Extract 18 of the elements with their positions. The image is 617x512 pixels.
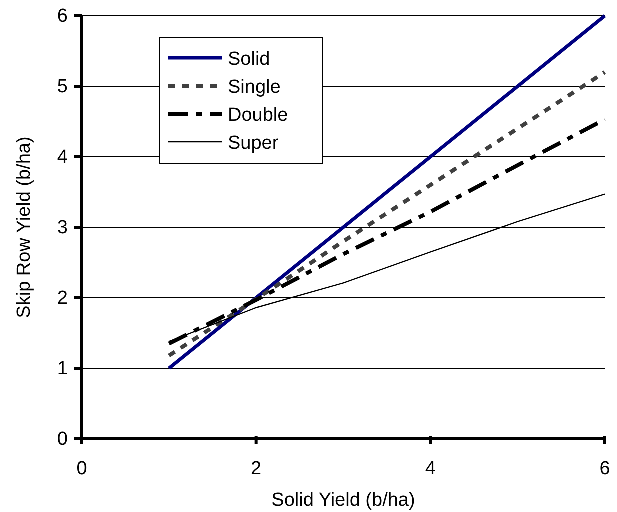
y-tick-label: 6 — [57, 6, 68, 28]
x-tick-label: 6 — [600, 458, 610, 480]
x-tick-label: 0 — [76, 458, 88, 480]
y-tick-label: 0 — [57, 429, 68, 450]
y-tick-label: 1 — [57, 358, 68, 380]
y-axis-title: Skip Row Yield (b/ha) — [14, 136, 35, 318]
x-tick-label: 2 — [251, 458, 262, 480]
legend-label: Double — [228, 105, 288, 126]
legend-label: Single — [228, 77, 281, 98]
y-tick-label: 3 — [57, 218, 68, 239]
legend-label: Super — [228, 133, 280, 154]
x-axis-title: Solid Yield (b/ha) — [272, 490, 416, 511]
y-tick-label: 5 — [57, 76, 68, 98]
y-tick-label: 4 — [57, 147, 68, 168]
x-tick-label: 4 — [425, 458, 436, 480]
y-tick-label: 2 — [57, 288, 68, 310]
line-series — [167, 70, 607, 358]
legend-label: Solid — [228, 49, 270, 70]
